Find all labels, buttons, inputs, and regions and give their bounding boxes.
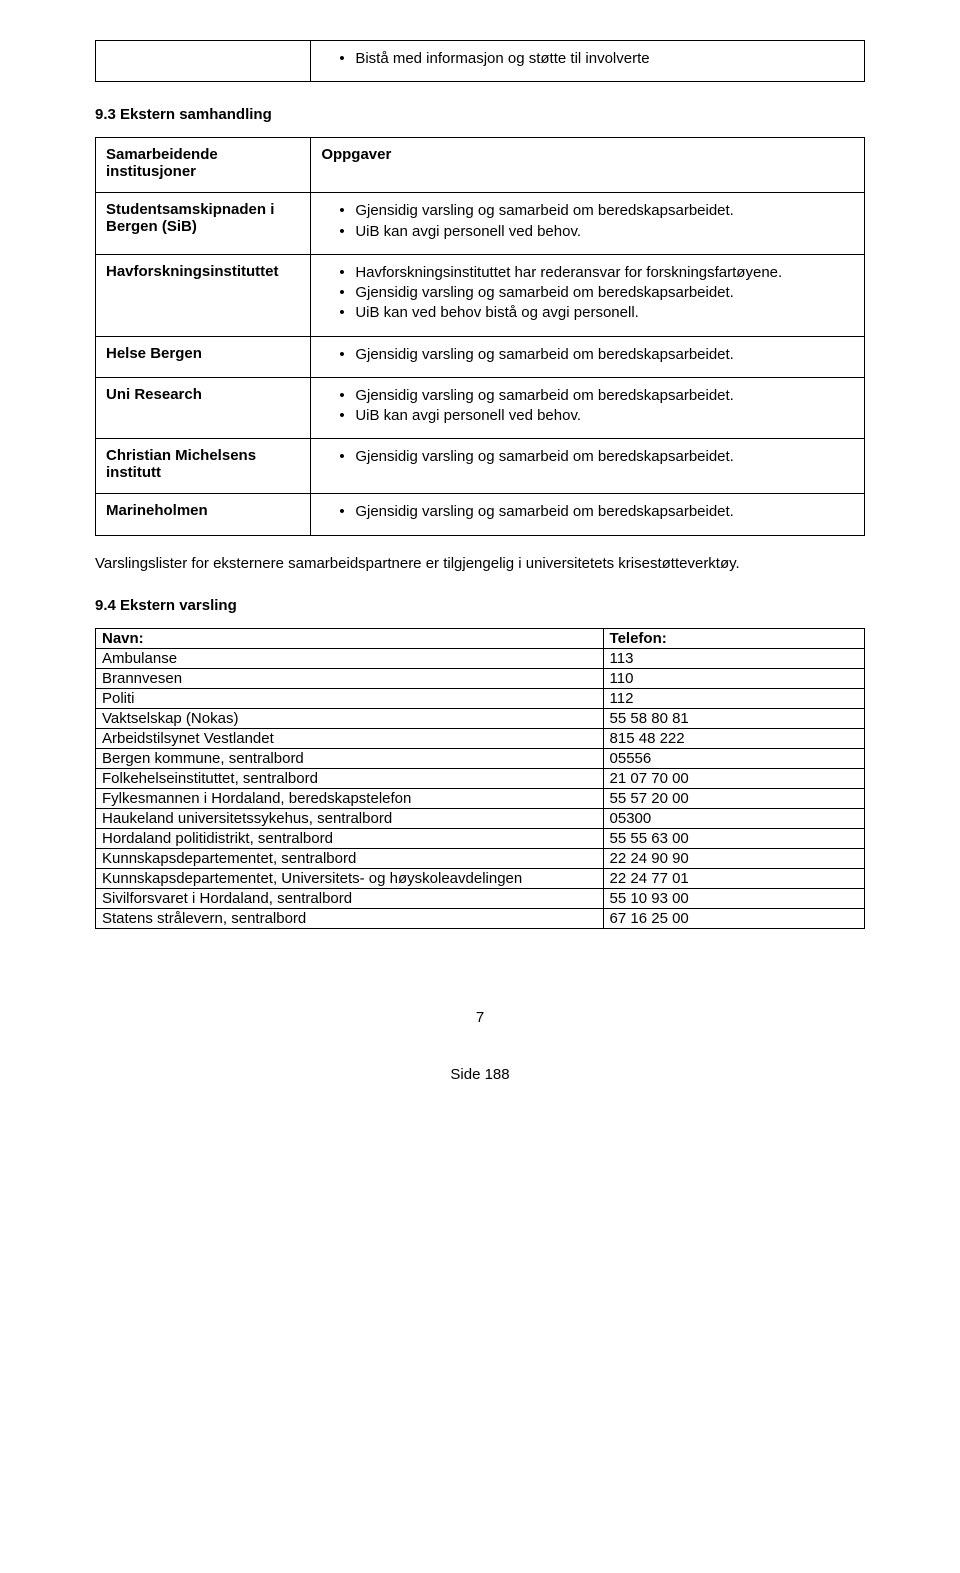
table-row: Politi112 [96,689,865,709]
contact-name-cell: Statens strålevern, sentralbord [96,909,604,929]
table-row: Ambulanse113 [96,649,865,669]
contact-phone-cell: 55 58 80 81 [603,709,864,729]
table-row: Kunnskapsdepartementet, Universitets- og… [96,869,865,889]
contact-name-cell: Hordaland politidistrikt, sentralbord [96,829,604,849]
table-row: Studentsamskipnaden i Bergen (SiB) Gjensi… [96,193,865,255]
table-row: Bergen kommune, sentralbord05556 [96,749,865,769]
contacts-header-phone: Telefon: [603,629,864,649]
partner-name-cell: Havforskningsinstituttet [96,254,311,336]
contact-name-cell: Sivilforsvaret i Hordaland, sentralbord [96,889,604,909]
table-row: Christian Michelsens institutt Gjensidig … [96,439,865,494]
contact-name-cell: Brannvesen [96,669,604,689]
partners-header-left: Samarbeidende institusjoner [96,138,311,193]
table-row: Haukeland universitetssykehus, sentralbo… [96,809,865,829]
partner-bullets: Gjensidig varsling og samarbeid om bered… [321,502,854,522]
table-row: Marineholmen Gjensidig varsling og samarb… [96,494,865,535]
contact-name-cell: Politi [96,689,604,709]
contact-name-cell: Kunnskapsdepartementet, Universitets- og… [96,869,604,889]
contact-name-cell: Bergen kommune, sentralbord [96,749,604,769]
table-row: Havforskningsinstituttet Havforskningsins… [96,254,865,336]
partner-name-cell: Christian Michelsens institutt [96,439,311,494]
contact-phone-cell: 67 16 25 00 [603,909,864,929]
top-continuation-table: Bistå med informasjon og støtte til invo… [95,40,865,82]
contacts-header-name: Navn: [96,629,604,649]
partner-name-cell: Marineholmen [96,494,311,535]
contact-name-cell: Folkehelseinstituttet, sentralbord [96,769,604,789]
table-row: Vaktselskap (Nokas)55 58 80 81 [96,709,865,729]
list-item: UiB kan avgi personell ved behov. [339,222,854,242]
partner-name-cell: Uni Research [96,377,311,439]
contact-phone-cell: 113 [603,649,864,669]
contact-name-cell: Vaktselskap (Nokas) [96,709,604,729]
table-row: Brannvesen110 [96,669,865,689]
partner-tasks-cell: Gjensidig varsling og samarbeid om bered… [311,193,865,255]
heading-9-3: 9.3 Ekstern samhandling [95,106,865,123]
partners-header-right: Oppgaver [311,138,865,193]
partners-table: Samarbeidende institusjoner Oppgaver Stu… [95,137,865,535]
mid-paragraph: Varslingslister for eksternere samarbeid… [95,554,865,574]
contact-phone-cell: 22 24 90 90 [603,849,864,869]
list-item: Gjensidig varsling og samarbeid om bered… [339,345,854,365]
contact-phone-cell: 110 [603,669,864,689]
partner-tasks-cell: Gjensidig varsling og samarbeid om bered… [311,336,865,377]
contact-phone-cell: 22 24 77 01 [603,869,864,889]
partner-tasks-cell: Gjensidig varsling og samarbeid om bered… [311,494,865,535]
table-row: Arbeidstilsynet Vestlandet815 48 222 [96,729,865,749]
list-item: Gjensidig varsling og samarbeid om bered… [339,447,854,467]
contact-name-cell: Ambulanse [96,649,604,669]
contacts-header-row: Navn: Telefon: [96,629,865,649]
table-row: Helse Bergen Gjensidig varsling og samarb… [96,336,865,377]
top-row-bullet: Bistå med informasjon og støtte til invo… [339,49,854,69]
partner-tasks-cell: Gjensidig varsling og samarbeid om bered… [311,439,865,494]
table-row: Kunnskapsdepartementet, sentralbord22 24… [96,849,865,869]
side-number: Side 188 [95,1066,865,1083]
list-item: UiB kan avgi personell ved behov. [339,406,854,426]
contact-phone-cell: 112 [603,689,864,709]
partner-bullets: Gjensidig varsling og samarbeid om bered… [321,345,854,365]
top-row: Bistå med informasjon og støtte til invo… [96,41,865,82]
list-item: Gjensidig varsling og samarbeid om bered… [339,201,854,221]
list-item: Havforskningsinstituttet har rederansvar… [339,263,854,283]
contact-name-cell: Arbeidstilsynet Vestlandet [96,729,604,749]
contact-phone-cell: 55 55 63 00 [603,829,864,849]
table-row: Folkehelseinstituttet, sentralbord21 07 … [96,769,865,789]
list-item: UiB kan ved behov bistå og avgi personel… [339,303,854,323]
list-item: Gjensidig varsling og samarbeid om bered… [339,386,854,406]
contact-name-cell: Haukeland universitetssykehus, sentralbo… [96,809,604,829]
partner-bullets: Havforskningsinstituttet har rederansvar… [321,263,854,324]
table-row: Statens strålevern, sentralbord67 16 25 … [96,909,865,929]
page-number: 7 [95,1009,865,1026]
partner-bullets: Gjensidig varsling og samarbeid om bered… [321,447,854,467]
list-item: Gjensidig varsling og samarbeid om bered… [339,502,854,522]
contact-phone-cell: 55 10 93 00 [603,889,864,909]
top-row-right: Bistå med informasjon og støtte til invo… [311,41,865,82]
partner-bullets: Gjensidig varsling og samarbeid om bered… [321,386,854,427]
list-item: Gjensidig varsling og samarbeid om bered… [339,283,854,303]
partners-header-row: Samarbeidende institusjoner Oppgaver [96,138,865,193]
table-row: Fylkesmannen i Hordaland, beredskapstele… [96,789,865,809]
contacts-table: Navn: Telefon: Ambulanse113Brannvesen110… [95,628,865,929]
table-row: Uni Research Gjensidig varsling og samarb… [96,377,865,439]
partner-bullets: Gjensidig varsling og samarbeid om bered… [321,201,854,242]
contact-phone-cell: 05556 [603,749,864,769]
partner-tasks-cell: Havforskningsinstituttet har rederansvar… [311,254,865,336]
top-row-left-empty [96,41,311,82]
heading-9-4: 9.4 Ekstern varsling [95,597,865,614]
contact-name-cell: Kunnskapsdepartementet, sentralbord [96,849,604,869]
contact-phone-cell: 05300 [603,809,864,829]
partner-name-cell: Helse Bergen [96,336,311,377]
partner-tasks-cell: Gjensidig varsling og samarbeid om bered… [311,377,865,439]
contact-phone-cell: 21 07 70 00 [603,769,864,789]
top-row-bullets: Bistå med informasjon og støtte til invo… [321,49,854,69]
contact-phone-cell: 55 57 20 00 [603,789,864,809]
partner-name-cell: Studentsamskipnaden i Bergen (SiB) [96,193,311,255]
table-row: Hordaland politidistrikt, sentralbord55 … [96,829,865,849]
contact-phone-cell: 815 48 222 [603,729,864,749]
table-row: Sivilforsvaret i Hordaland, sentralbord5… [96,889,865,909]
contact-name-cell: Fylkesmannen i Hordaland, beredskapstele… [96,789,604,809]
